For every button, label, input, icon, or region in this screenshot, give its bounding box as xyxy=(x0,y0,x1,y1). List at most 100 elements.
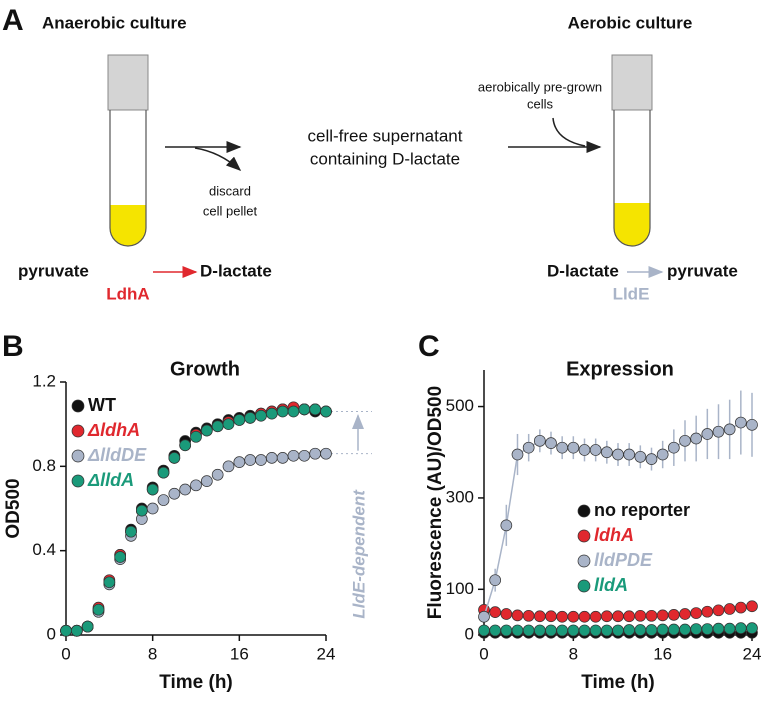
legend-label: ΔldhA xyxy=(87,420,140,440)
data-point xyxy=(157,494,170,506)
data-point xyxy=(222,418,235,431)
data-point xyxy=(645,609,658,622)
y-tick-label: 500 xyxy=(446,396,474,415)
legend-marker xyxy=(71,449,85,463)
panel-label: C xyxy=(418,330,440,363)
reaction-text: pyruvate xyxy=(18,261,89,280)
data-point xyxy=(578,624,591,637)
data-point xyxy=(589,624,602,637)
data-point xyxy=(734,601,747,614)
data-point xyxy=(679,434,691,447)
data-point xyxy=(287,449,300,462)
legend-marker xyxy=(577,504,591,518)
data-point xyxy=(179,439,192,452)
data-point xyxy=(679,608,691,620)
data-point xyxy=(255,454,267,466)
data-point xyxy=(690,607,703,619)
data-point xyxy=(723,622,736,635)
data-point xyxy=(511,624,524,637)
data-point xyxy=(623,624,636,636)
data-point xyxy=(60,624,72,637)
legend-label: lldPDE xyxy=(594,550,653,570)
reaction-text: pyruvate xyxy=(667,261,738,280)
data-point xyxy=(511,609,524,622)
data-point xyxy=(114,551,127,563)
x-tick-label: 24 xyxy=(317,644,336,663)
data-point xyxy=(746,418,758,431)
data-point xyxy=(500,519,513,532)
data-point xyxy=(545,437,557,449)
data-point xyxy=(600,610,613,623)
data-point xyxy=(712,604,725,617)
data-point xyxy=(612,624,624,637)
data-point xyxy=(190,430,202,443)
data-point xyxy=(179,483,192,496)
data-point xyxy=(634,609,647,622)
data-point xyxy=(168,452,181,464)
data-point xyxy=(103,576,116,589)
reaction-text: D-lactate xyxy=(200,261,272,280)
data-point xyxy=(190,479,202,492)
data-point xyxy=(701,428,714,440)
data-point xyxy=(489,606,502,619)
legend-label: ΔlldA xyxy=(87,470,134,490)
right-tube xyxy=(611,54,653,247)
data-point xyxy=(701,605,714,618)
data-point xyxy=(146,502,159,515)
y-tick-label: 0.4 xyxy=(32,540,56,559)
data-point xyxy=(656,623,669,636)
data-point xyxy=(712,622,725,635)
panel-label: B xyxy=(2,330,24,363)
legend-marker xyxy=(71,424,85,438)
legend-label: no reporter xyxy=(594,500,690,520)
x-tick-label: 16 xyxy=(653,644,672,663)
panel-label: A xyxy=(2,4,24,37)
legend-label: ldhA xyxy=(594,525,634,545)
y-tick-label: 1.2 xyxy=(32,371,56,390)
data-point xyxy=(667,623,680,636)
data-point xyxy=(298,449,311,462)
data-point xyxy=(746,600,758,613)
data-point xyxy=(533,434,546,447)
data-point xyxy=(255,409,267,422)
data-point xyxy=(211,468,224,481)
data-point xyxy=(522,441,535,454)
data-point xyxy=(623,448,636,461)
data-point xyxy=(556,624,569,637)
x-tick-label: 8 xyxy=(148,644,157,663)
data-point xyxy=(533,624,546,637)
data-point xyxy=(265,452,278,464)
data-point xyxy=(600,446,613,459)
data-point xyxy=(723,423,736,436)
x-tick-label: 8 xyxy=(569,644,578,663)
data-point xyxy=(746,622,758,634)
data-point xyxy=(200,475,213,487)
y-axis-label: OD500 xyxy=(3,478,24,538)
data-point xyxy=(645,624,658,636)
y-tick-label: 0 xyxy=(47,624,56,643)
data-point xyxy=(701,623,714,635)
y-tick-label: 100 xyxy=(446,579,474,598)
data-point xyxy=(70,624,83,637)
data-point xyxy=(233,414,246,426)
data-point xyxy=(211,420,224,433)
data-point xyxy=(92,603,105,616)
left-title: Anaerobic culture xyxy=(42,13,187,32)
y-axis-label: Fluorescence (AU)/OD500 xyxy=(425,386,446,619)
note: containing D-lactate xyxy=(310,149,460,168)
legend-marker xyxy=(71,474,85,488)
data-point xyxy=(645,453,658,465)
data-point xyxy=(81,620,94,633)
data-point xyxy=(125,525,137,538)
x-tick-label: 0 xyxy=(479,644,488,663)
data-point xyxy=(567,441,580,454)
data-point xyxy=(233,456,246,468)
left-tube xyxy=(107,54,149,247)
note: cell pellet xyxy=(203,203,258,218)
data-point xyxy=(489,624,502,637)
data-point xyxy=(489,574,502,587)
data-point xyxy=(600,624,613,637)
data-point xyxy=(478,624,490,637)
data-point xyxy=(712,425,725,438)
